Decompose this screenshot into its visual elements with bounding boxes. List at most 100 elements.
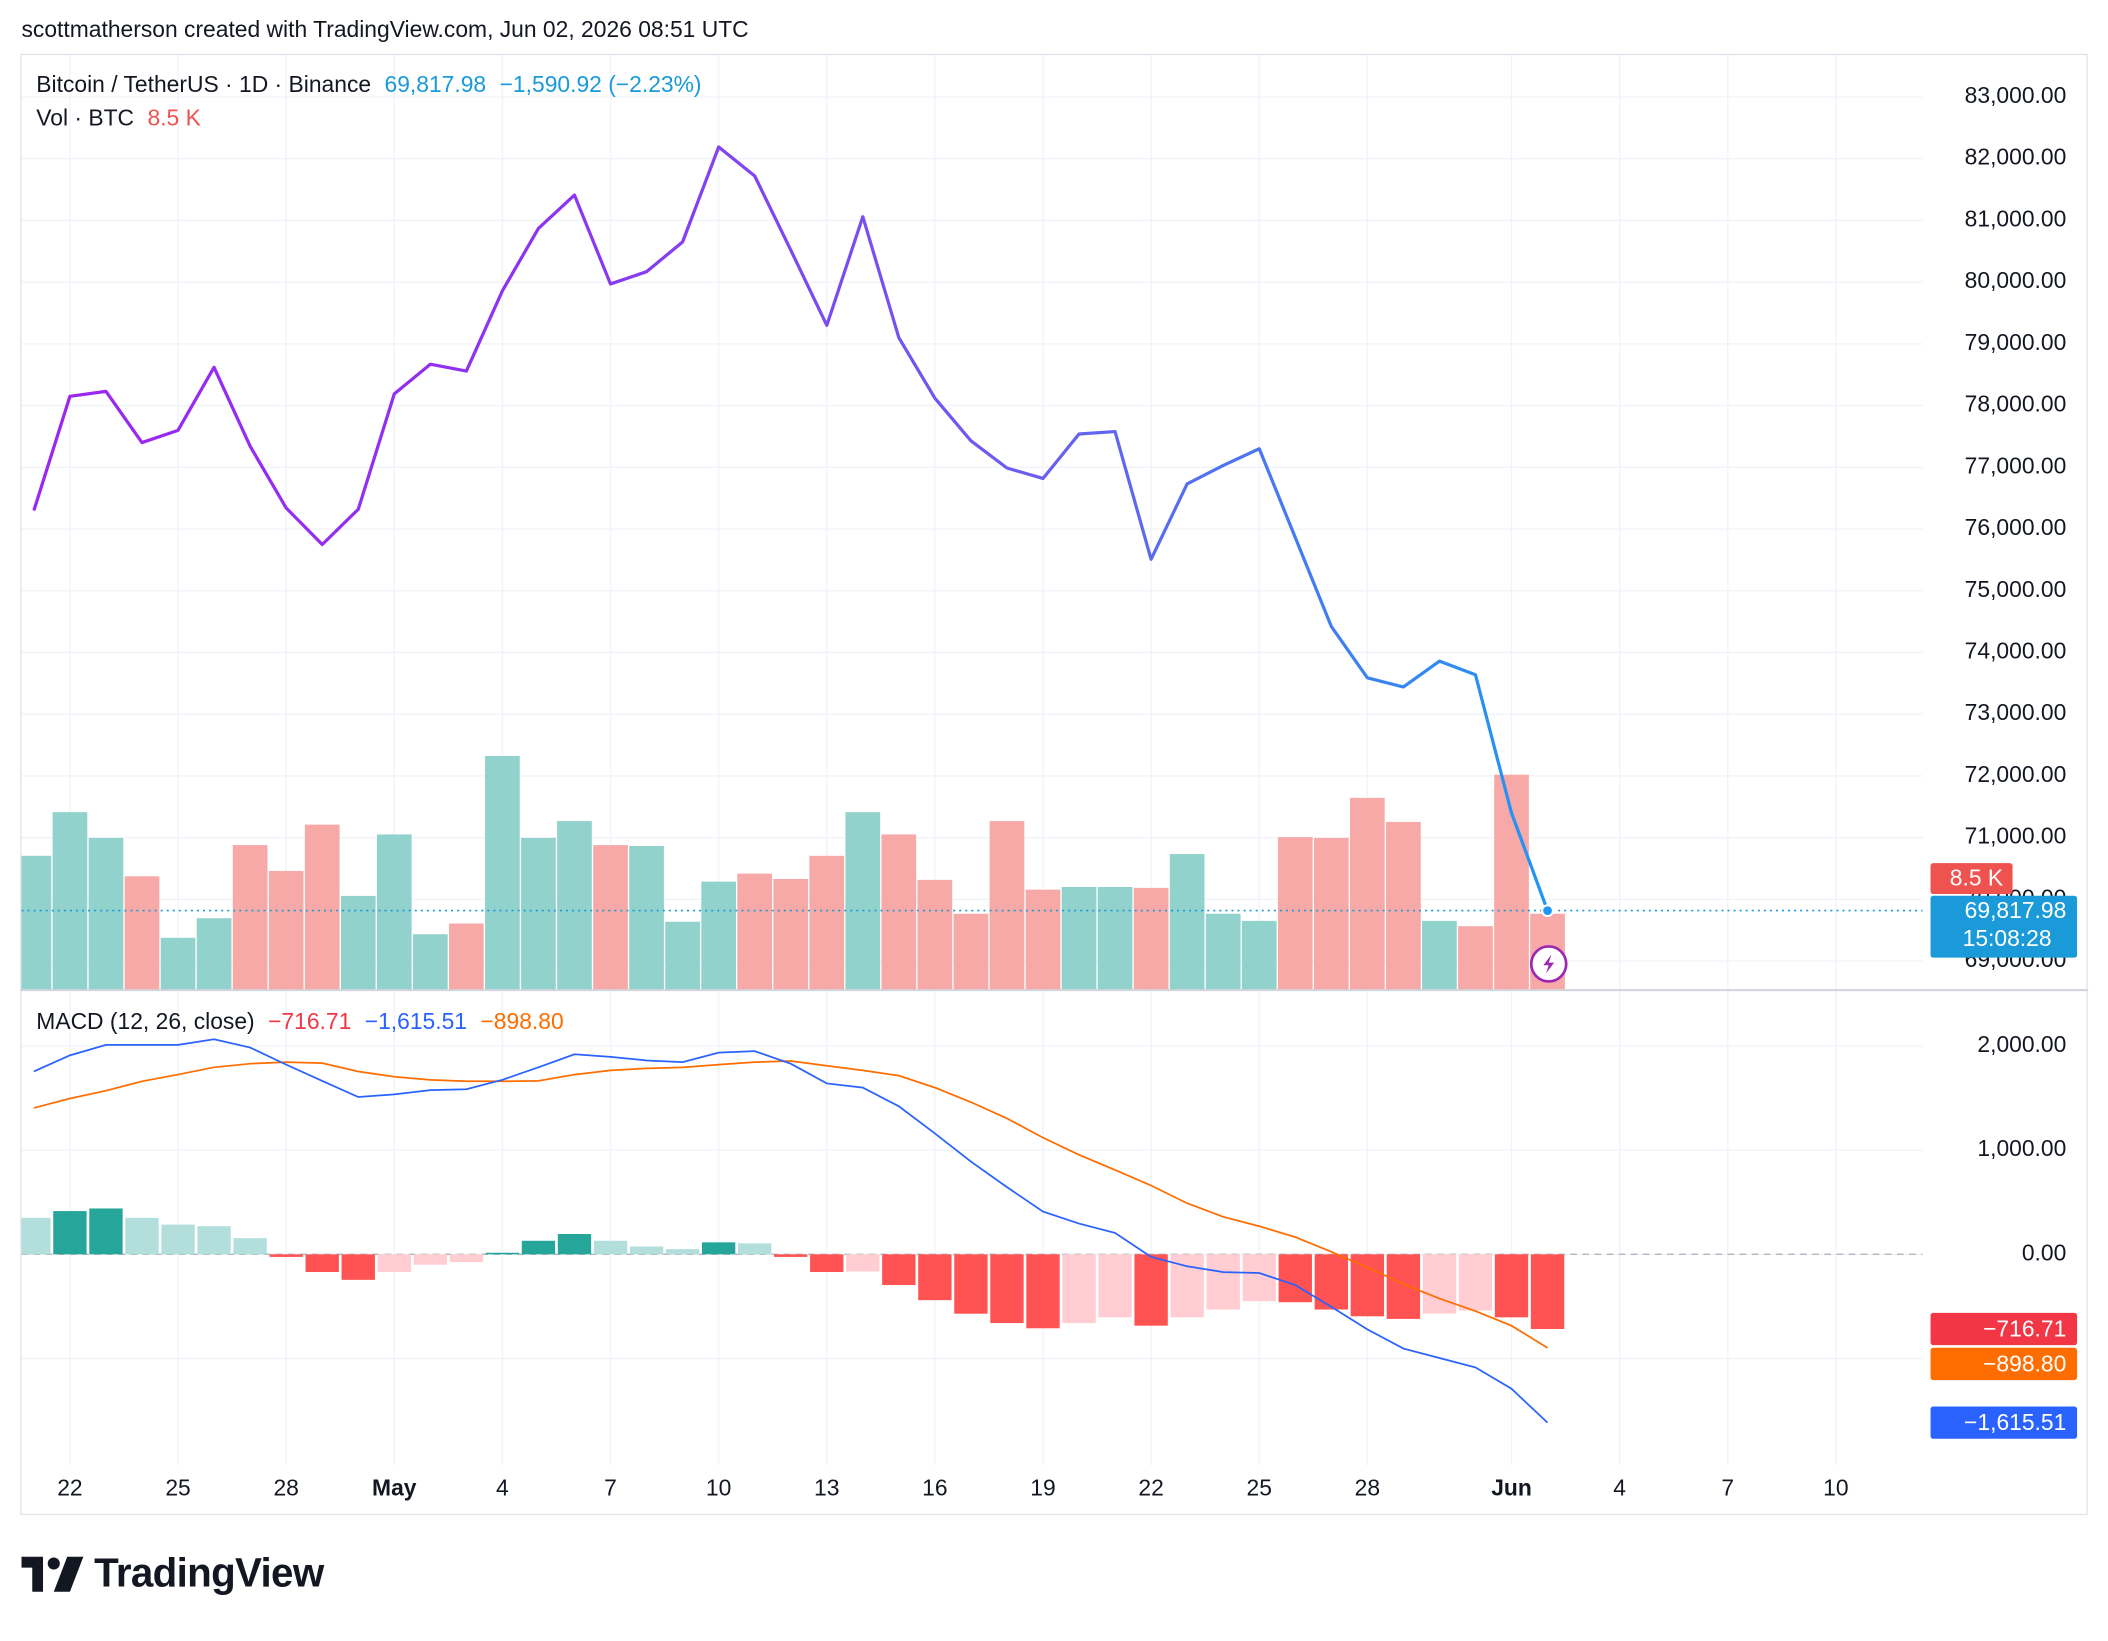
y-tick-label: 79,000.00 (1965, 329, 2067, 355)
volume-bar (52, 812, 88, 990)
x-tick-label: 7 (1721, 1475, 1734, 1501)
y-tick-label: 72,000.00 (1965, 761, 2067, 787)
histogram-bar (1458, 1254, 1493, 1311)
volume-bar (232, 845, 268, 990)
histogram-bar (882, 1254, 916, 1286)
volume-bar (665, 921, 700, 990)
y-tick-label: 2,000.00 (1977, 1031, 2066, 1057)
legend-title: MACD (12, 26, close) (36, 1008, 254, 1034)
x-tick-label: 25 (165, 1475, 190, 1501)
histogram-bar (1386, 1254, 1421, 1319)
volume-bar (737, 873, 773, 990)
histogram-bar (1026, 1254, 1060, 1329)
volume-bar (845, 812, 881, 990)
y-tick-label: 74,000.00 (1965, 638, 2067, 664)
volume-bar (1133, 887, 1169, 990)
histogram-bar (53, 1211, 87, 1255)
histogram-bar (269, 1254, 303, 1257)
macd-axis-label: −1,615.51 (1964, 1409, 2066, 1435)
histogram-bar (485, 1252, 520, 1255)
histogram-bar (1422, 1254, 1457, 1314)
histogram-bar (1494, 1254, 1529, 1318)
y-tick-label: 73,000.00 (1965, 699, 2067, 725)
histogram-bar (449, 1254, 484, 1263)
volume-bar (88, 837, 124, 990)
volume-axis-label: 8.5 K (1950, 864, 2003, 890)
x-tick-label: 22 (1138, 1475, 1163, 1501)
volume-bar (485, 755, 520, 990)
y-tick-label: 83,000.00 (1965, 82, 2067, 108)
x-tick-label: 10 (1823, 1475, 1848, 1501)
x-tick-label: 4 (496, 1475, 509, 1501)
grid (21, 55, 1923, 1466)
volume-bar (521, 837, 556, 990)
price-line (32, 145, 1550, 912)
histogram-bar (233, 1238, 267, 1255)
legend-signal: −898.80 (480, 1008, 563, 1034)
histogram-bar (593, 1240, 628, 1255)
volume-bar (1241, 920, 1277, 990)
y-tick-label: 71,000.00 (1965, 823, 2067, 849)
y-tick-label: 77,000.00 (1965, 452, 2067, 478)
volume-bar (304, 824, 340, 990)
x-tick-label: 25 (1247, 1475, 1272, 1501)
volume-axis-box (1930, 863, 2013, 895)
x-tick-label: 19 (1030, 1475, 1055, 1501)
chart-frame (20, 53, 2088, 1516)
y-tick-label: 0.00 (2022, 1239, 2066, 1265)
y-tick-label: 75,000.00 (1965, 576, 2067, 602)
macd-line (33, 1038, 1549, 1424)
histogram-bar (629, 1246, 664, 1255)
x-tick-label: 13 (814, 1475, 839, 1501)
histogram-bar (1206, 1254, 1240, 1310)
y-tick-label: 82,000.00 (1965, 144, 2067, 170)
y-tick-label: 78,000.00 (1965, 391, 2067, 417)
price-axis-label: 69,817.98 (1965, 897, 2067, 923)
logo-shape (53, 1556, 84, 1592)
volume-bar (593, 845, 628, 990)
volume-bar (268, 870, 304, 990)
y-tick-label: 80,000.00 (1965, 267, 2067, 293)
histogram-bar (1314, 1254, 1348, 1310)
legend-change: −1,590.92 (−2.23%) (500, 71, 702, 97)
histogram-bar (161, 1224, 195, 1255)
histogram-axis-label: −716.71 (1983, 1315, 2066, 1341)
x-tick-label: Jun (1491, 1475, 1532, 1501)
volume-bar (1458, 926, 1493, 990)
x-tick-label: 16 (922, 1475, 947, 1501)
histogram-bar (954, 1254, 988, 1314)
volume-bar (21, 855, 52, 990)
volume-bar (1422, 920, 1457, 990)
signal-axis-box (1930, 1347, 2078, 1381)
legend-volume: Vol · BTC (36, 105, 134, 131)
x-tick-label: 10 (706, 1475, 731, 1501)
volume-bar (1205, 913, 1241, 990)
histogram-bar (377, 1254, 411, 1273)
legend-histogram: −716.71 (268, 1008, 351, 1034)
volume-bar (449, 923, 484, 990)
histogram-bar (89, 1208, 123, 1255)
histogram-bar (1278, 1254, 1312, 1303)
volume-bar (953, 913, 989, 990)
logo-text: TradingView (94, 1549, 325, 1595)
volume-bar (881, 834, 917, 990)
histogram-bar (990, 1254, 1024, 1324)
y-tick-label: 76,000.00 (1965, 514, 2067, 540)
volume-bar (1169, 854, 1205, 990)
volume-bar (1277, 837, 1313, 990)
volume-bar (1097, 886, 1133, 990)
volume-bar (809, 855, 845, 990)
histogram-bar (521, 1240, 556, 1255)
histogram-bar (810, 1254, 844, 1273)
volume-bar (773, 878, 809, 990)
histogram-bar (1530, 1254, 1565, 1329)
x-tick-label: 22 (57, 1475, 82, 1501)
event-icon (1529, 945, 1568, 983)
header: scottmatherson created with TradingView.… (22, 16, 749, 42)
x-tick-label: 4 (1613, 1475, 1626, 1501)
histogram-bar (1134, 1254, 1168, 1326)
histogram-bar (21, 1217, 51, 1255)
histogram-bar (1062, 1254, 1096, 1324)
